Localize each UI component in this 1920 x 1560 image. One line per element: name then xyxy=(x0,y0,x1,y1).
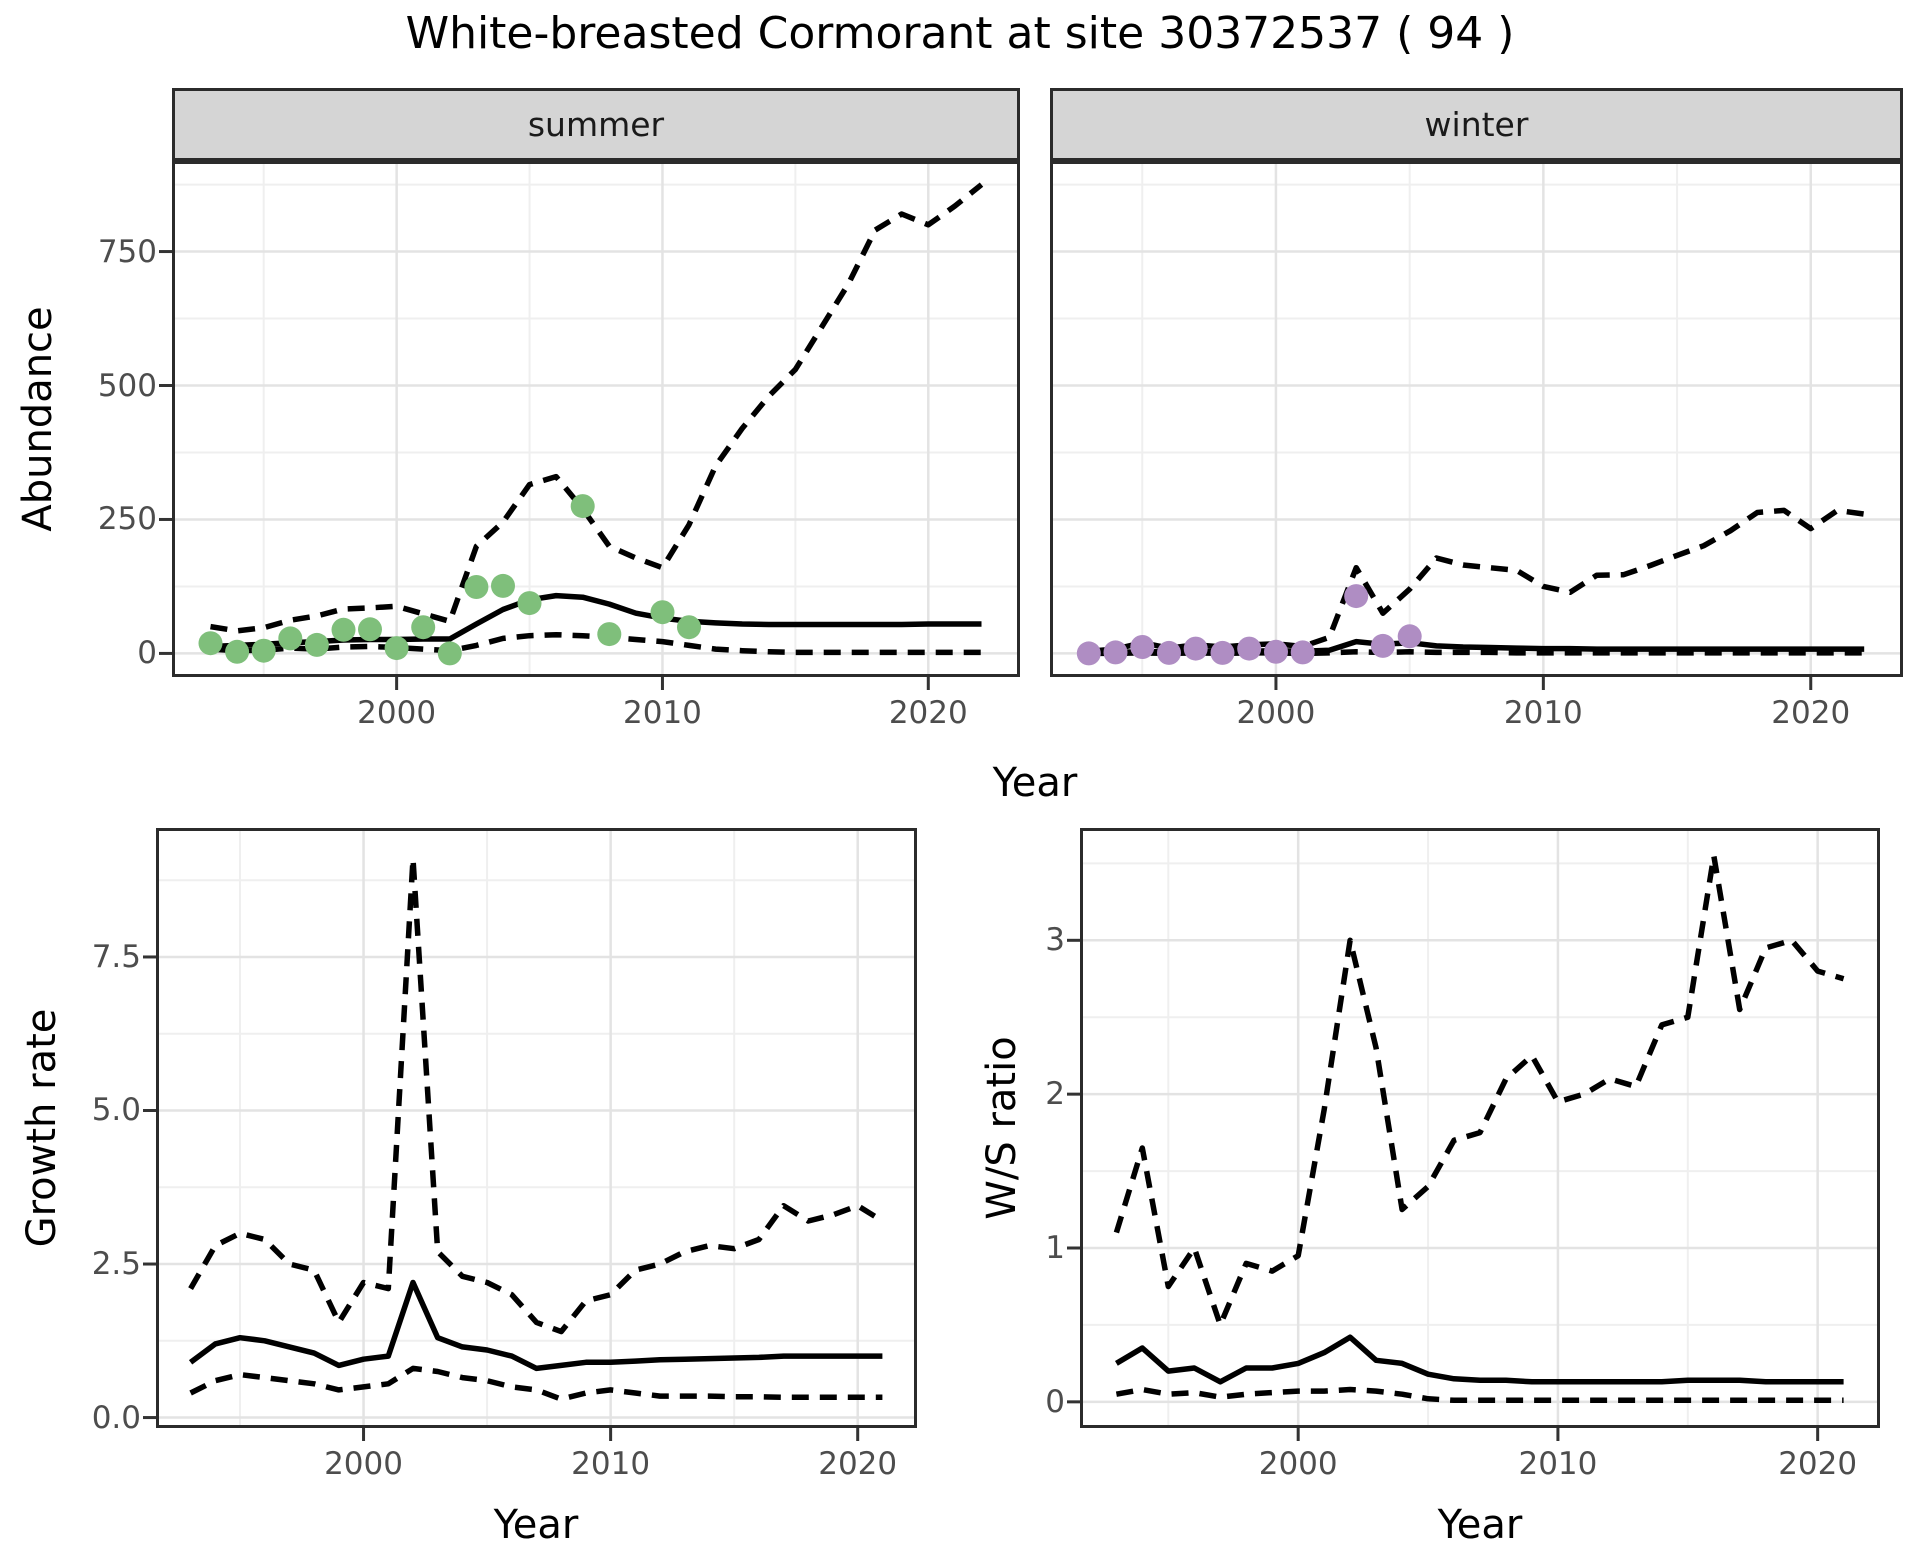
chart-title: White-breasted Cormorant at site 3037253… xyxy=(405,8,1515,59)
gridlines xyxy=(1050,161,1903,677)
data-point xyxy=(1344,584,1369,609)
data-point xyxy=(1210,640,1235,665)
series-dashed-1 xyxy=(188,855,884,1335)
panel-winter xyxy=(1050,161,1903,690)
data-point xyxy=(597,622,622,647)
series-dashed-1 xyxy=(210,182,984,634)
tick-label: 2020 xyxy=(818,1446,898,1482)
data-point xyxy=(1076,641,1101,666)
data-point xyxy=(1130,635,1155,659)
observation-points xyxy=(198,494,701,666)
tick-label: 2000 xyxy=(357,695,437,731)
y-axis-title-ws-ratio: W/S ratio xyxy=(979,1036,1025,1220)
tick-label: 750 xyxy=(97,233,157,270)
data-point xyxy=(491,573,515,598)
tick-label: 0.0 xyxy=(91,1399,141,1436)
gridlines xyxy=(156,828,917,1428)
facet-strip-summer-label: summer xyxy=(527,105,665,144)
observation-points xyxy=(1076,584,1422,666)
tick-label: 2010 xyxy=(1503,695,1583,731)
tick-label: 7.5 xyxy=(91,938,141,975)
data-point xyxy=(1264,639,1288,664)
series-dashed-1 xyxy=(1113,852,1845,1328)
series-group xyxy=(198,182,984,666)
panel-growth xyxy=(143,828,917,1441)
data-point xyxy=(570,494,595,519)
series-solid-0 xyxy=(188,1279,883,1372)
series-dashed-2 xyxy=(1115,1386,1844,1404)
x-axis-title-growth: Year xyxy=(493,1502,579,1548)
facet-strip-winter-label: winter xyxy=(1424,105,1529,144)
series-dashed-2 xyxy=(189,1365,883,1402)
tick-label: 5.0 xyxy=(91,1092,141,1129)
tick-label: 2000 xyxy=(324,1446,403,1482)
data-point xyxy=(1183,636,1208,661)
facet-strip-winter: winter xyxy=(1050,88,1903,161)
x-axis-title-top: Year xyxy=(992,760,1078,806)
axis-ticks xyxy=(1274,677,1813,690)
panel-border xyxy=(172,161,1020,677)
data-point xyxy=(225,639,250,664)
tick-label: 0 xyxy=(1045,1383,1065,1420)
data-point xyxy=(384,636,409,661)
tick-label: 2.5 xyxy=(91,1246,141,1283)
series-group xyxy=(1076,507,1865,666)
tick-label: 0 xyxy=(137,635,157,672)
tick-label: 2 xyxy=(1045,1076,1065,1113)
gridlines xyxy=(172,161,1020,677)
axis-ticks xyxy=(143,955,860,1441)
series-dashed-2 xyxy=(1088,649,1865,657)
data-point xyxy=(1157,640,1181,665)
data-point xyxy=(198,631,223,656)
facet-strip-summer: summer xyxy=(172,88,1020,161)
tick-label: 2000 xyxy=(1258,1446,1338,1482)
panel-border xyxy=(156,828,917,1428)
data-point xyxy=(1370,633,1395,658)
tick-label: 2010 xyxy=(571,1446,651,1482)
data-point xyxy=(411,615,436,640)
data-point xyxy=(1290,640,1315,665)
axis-ticks xyxy=(1067,938,1820,1441)
tick-label: 2010 xyxy=(623,695,702,731)
y-axis-title-abundance: Abundance xyxy=(15,306,61,532)
data-point xyxy=(437,641,462,666)
panel-border xyxy=(1050,161,1903,677)
data-point xyxy=(358,617,382,642)
tick-label: 2020 xyxy=(888,695,968,731)
panel-ws xyxy=(1067,828,1880,1441)
data-point xyxy=(1103,640,1128,665)
data-point xyxy=(1397,624,1422,649)
tick-label: 2020 xyxy=(1771,695,1851,731)
data-point xyxy=(251,638,276,663)
tick-label: 2010 xyxy=(1518,1446,1598,1482)
tick-label: 2020 xyxy=(1778,1446,1858,1482)
series-dashed-1 xyxy=(1088,507,1865,655)
tick-label: 250 xyxy=(97,501,157,538)
data-point xyxy=(517,591,542,616)
panel-border xyxy=(1080,828,1880,1428)
series-group xyxy=(188,855,884,1402)
data-point xyxy=(464,575,489,599)
data-point xyxy=(1237,636,1262,661)
data-point xyxy=(304,632,329,657)
x-axis-title-ws: Year xyxy=(1437,1502,1523,1548)
axis-ticks xyxy=(159,250,930,690)
series-solid-0 xyxy=(1114,1334,1844,1385)
data-point xyxy=(278,626,303,651)
panel-summer xyxy=(159,161,1020,690)
tick-label: 1 xyxy=(1045,1230,1065,1266)
data-point xyxy=(650,600,675,625)
tick-label: 3 xyxy=(1045,922,1065,959)
series-group xyxy=(1113,852,1845,1404)
tick-label: 500 xyxy=(97,367,157,404)
series-dashed-2 xyxy=(210,631,982,656)
tick-label: 2000 xyxy=(1236,695,1316,731)
data-point xyxy=(677,615,701,640)
data-point xyxy=(331,617,356,642)
